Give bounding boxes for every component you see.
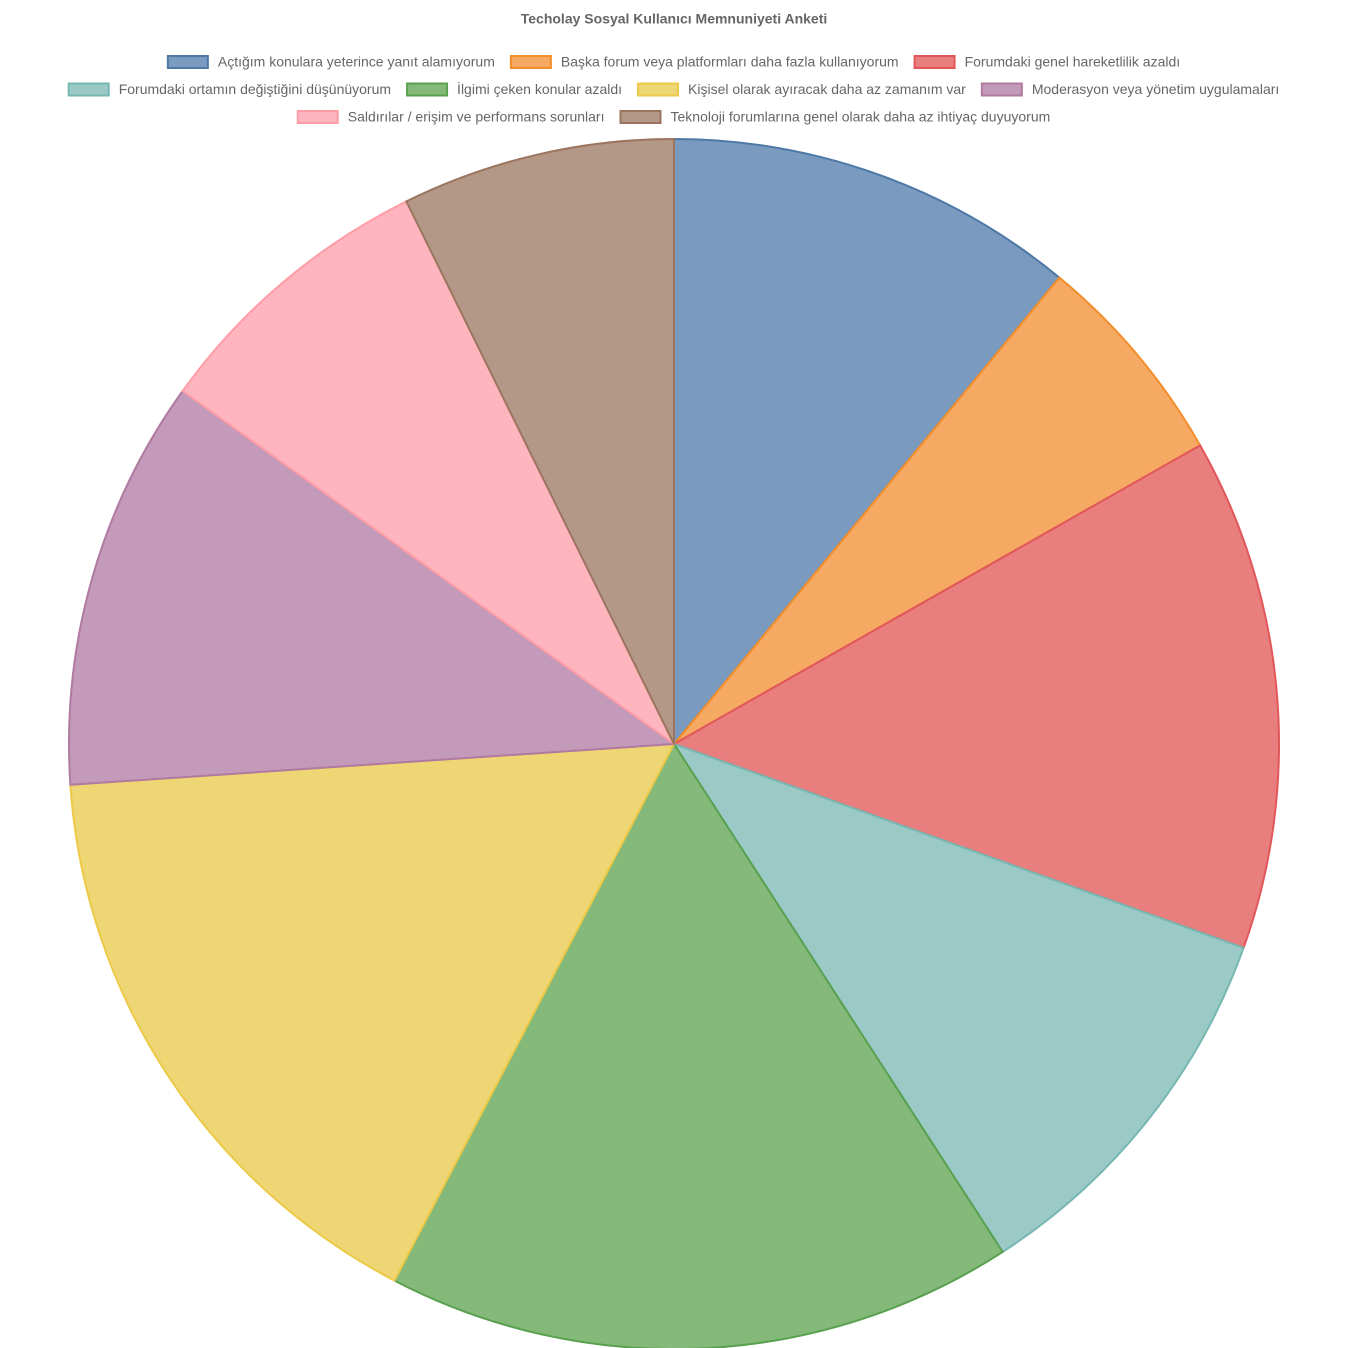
legend-swatch [619, 110, 662, 124]
legend-item: Teknoloji forumlarına genel olarak daha … [619, 109, 1051, 125]
legend-item: Kişisel olarak ayıracak daha az zamanım … [637, 81, 966, 97]
pie-slice [673, 137, 1061, 747]
legend-label: Forumdaki genel hareketlilik azaldı [965, 54, 1181, 70]
pie-slice [68, 389, 677, 786]
legend-label: Kişisel olarak ayıracak daha az zamanım … [688, 81, 966, 97]
legend-swatch [67, 82, 110, 97]
pie-slice [671, 443, 1280, 950]
pie-slice [393, 742, 1005, 1348]
legend-item: Saldırılar / erişim ve performans sorunl… [296, 109, 605, 125]
legend-item: Forumdaki genel hareketlilik azaldı [913, 54, 1181, 70]
legend-swatch [296, 110, 339, 124]
pie-slice [181, 200, 675, 745]
chart-title: Techolay Sosyal Kullanıcı Memnuniyeti An… [521, 11, 828, 27]
pie-slice [673, 276, 1202, 745]
legend-label: Saldırılar / erişim ve performans sorunl… [348, 109, 605, 125]
legend-item: Forumdaki ortamın değiştiğini düşünüyoru… [67, 81, 391, 97]
legend-item: İlgimi çeken konular azaldı [406, 80, 622, 97]
legend-item: Açtığım konulara yeterince yanıt alamıyo… [166, 54, 495, 70]
legend-swatch [913, 55, 956, 69]
pie-slice [671, 742, 1245, 1254]
legend-swatch [509, 55, 552, 69]
legend-label: Başka forum veya platformları daha fazla… [561, 54, 899, 70]
legend-label: Açtığım konulara yeterince yanıt alamıyo… [218, 54, 495, 70]
legend-swatch [166, 55, 209, 69]
legend-swatch [637, 82, 680, 97]
pie-slice [69, 742, 676, 1282]
legend-swatch [980, 82, 1023, 97]
legend-item: Başka forum veya platformları daha fazla… [509, 54, 899, 70]
legend-swatch [406, 82, 449, 97]
legend-label: Forumdaki ortamın değiştiğini düşünüyoru… [119, 81, 391, 97]
legend-label: İlgimi çeken konular azaldı [457, 80, 622, 97]
legend-item: Moderasyon veya yönetim uygulamaları [980, 81, 1279, 97]
pie-slice [405, 137, 675, 745]
legend-label: Teknoloji forumlarına genel olarak daha … [671, 109, 1051, 125]
legend-label: Moderasyon veya yönetim uygulamaları [1032, 81, 1279, 97]
